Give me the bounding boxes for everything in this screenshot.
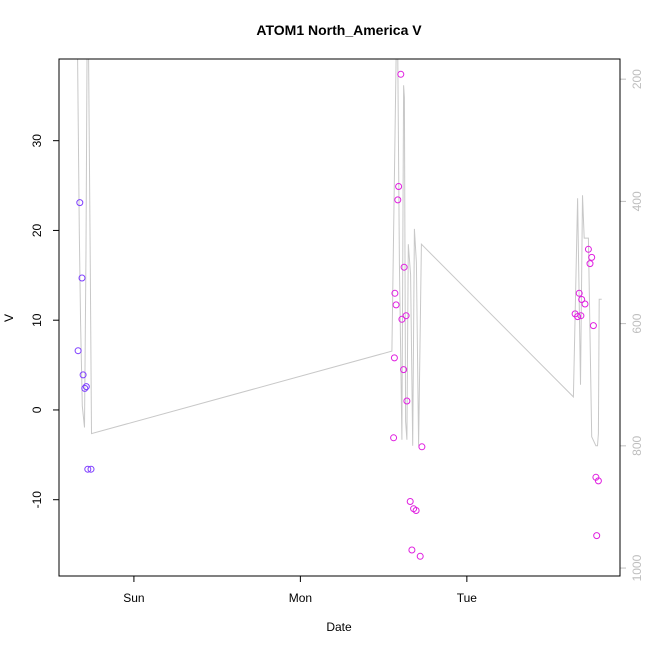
x-axis-label: Date (326, 620, 352, 634)
data-point (398, 315, 406, 323)
data-point (84, 465, 92, 473)
y2-tick-label: 800 (630, 436, 644, 456)
data-point (586, 260, 594, 268)
data-point (402, 312, 410, 320)
data-point (390, 434, 398, 442)
data-point (575, 289, 583, 297)
y2-tick-label: 600 (630, 313, 644, 333)
data-point (391, 289, 399, 297)
data-point (403, 397, 411, 405)
data-point (390, 354, 398, 362)
y2-tick-label: 400 (630, 191, 644, 211)
data-point (400, 366, 408, 374)
y-tick-label: 10 (30, 313, 44, 327)
data-point (408, 546, 416, 554)
data-point (78, 274, 86, 282)
data-point (81, 384, 89, 392)
data-point (584, 245, 592, 253)
data-point (79, 371, 87, 379)
y-tick-label: -10 (30, 491, 44, 509)
x-tick-label: Sun (123, 591, 144, 605)
data-point (74, 347, 82, 355)
data-point (76, 199, 84, 207)
data-point (594, 477, 602, 485)
data-point (577, 312, 585, 320)
plot-frame (58, 58, 621, 577)
data-point (412, 507, 420, 514)
data-point (589, 322, 597, 330)
y-tick-label: 20 (30, 223, 44, 237)
x-tick-label: Tue (457, 591, 478, 605)
x-tick-label: Mon (289, 591, 312, 605)
series-line (75, 58, 602, 447)
series-layer (74, 58, 602, 560)
data-point (581, 300, 589, 308)
data-point (395, 183, 403, 190)
y2-tick-label: 200 (630, 69, 644, 89)
y-axis-label: V (2, 314, 16, 322)
data-point (394, 196, 402, 204)
data-point (593, 532, 601, 540)
y-tick-label: 30 (30, 134, 44, 148)
data-point (416, 552, 424, 560)
data-point (588, 253, 596, 261)
data-point (400, 263, 408, 271)
y2-tick-label: 1000 (630, 554, 644, 581)
data-point (392, 301, 400, 309)
data-point (87, 465, 95, 473)
chart-title: ATOM1 North_America V (256, 22, 422, 38)
data-point (397, 70, 405, 78)
data-point (418, 443, 426, 451)
data-point (82, 383, 90, 391)
data-point (574, 313, 582, 321)
y-tick-label: 0 (30, 406, 44, 413)
data-point (578, 296, 586, 303)
data-point (406, 498, 414, 505)
